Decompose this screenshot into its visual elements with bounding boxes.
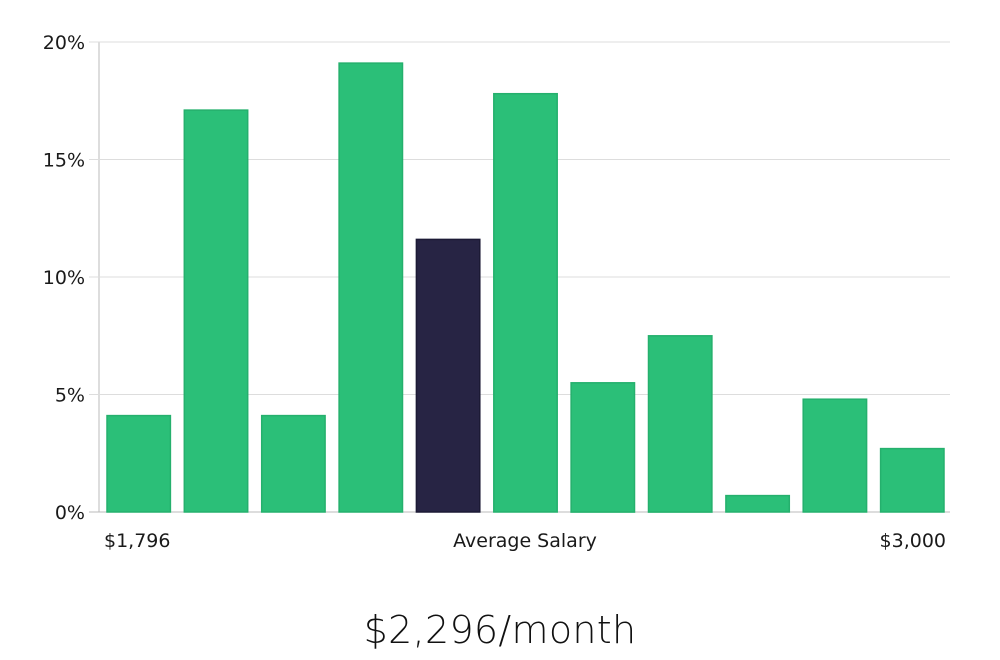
y-tick-label-10: 10% [43,267,85,289]
bars [106,62,945,513]
x-axis-labels: $1,796 Average Salary $3,000 [104,530,946,552]
y-tick-label-20: 20% [43,32,85,54]
salary-histogram: 0% 5% 10% 15% 20% $1,796 Average Salary $3,0… [43,32,950,552]
bar-6 [493,92,558,513]
bar-2 [183,109,249,513]
bar-7 [570,382,636,513]
y-tick-label-15: 15% [43,150,85,172]
bar-8 [647,335,713,513]
bar-9 [725,494,791,513]
x-label-max: $3,000 [880,530,946,552]
x-label-min: $1,796 [104,530,170,552]
y-tick-label-0: 0% [55,502,85,524]
bar-10 [802,398,868,513]
bar-average-highlight [415,238,481,513]
x-label-average: Average Salary [453,530,597,552]
bar-1 [106,414,172,513]
average-salary-headline: $2,296/month [363,608,637,652]
y-tick-label-5: 5% [55,385,85,407]
bar-11 [879,447,945,513]
bar-4 [338,62,404,513]
y-axis-ticks: 0% 5% 10% 15% 20% [43,32,85,524]
bar-3 [260,414,326,513]
